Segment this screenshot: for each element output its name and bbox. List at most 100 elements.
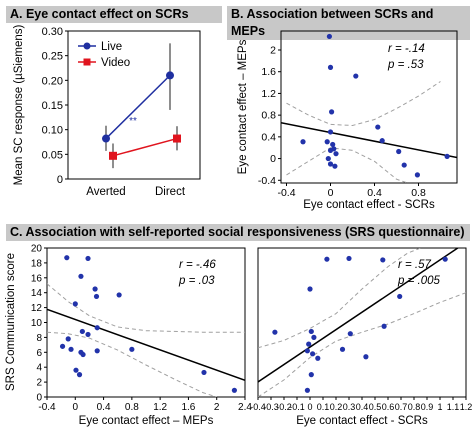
data-point-C1 <box>73 367 79 373</box>
x-tick-label-C1: 2.4 <box>238 402 252 413</box>
y-tick-label-B: -0.4 <box>258 175 276 187</box>
data-point-B <box>444 153 450 159</box>
plot-area-B <box>281 33 457 183</box>
y-tick-label-B: 0 <box>270 153 276 165</box>
data-point-C1 <box>79 328 85 335</box>
series-line-live <box>105 74 171 140</box>
marker-live <box>102 134 110 143</box>
data-point-C2 <box>310 351 316 357</box>
ci-lower-curve-C1 <box>47 331 217 397</box>
plot-area-C1 <box>47 255 245 397</box>
y-axis-label-B: Eye contact effect – MEPs <box>237 39 249 174</box>
data-point-B <box>326 33 332 40</box>
data-point-C1 <box>231 387 237 393</box>
ci-lower-curve-C2 <box>258 292 466 397</box>
x-tick-label-C2: 0.5 <box>369 402 382 412</box>
data-point-C2 <box>307 286 313 292</box>
ci-upper-curve-C2 <box>258 248 421 349</box>
data-point-C1 <box>65 336 71 342</box>
data-point-C1 <box>78 273 84 279</box>
y-tick-label-A: 0.05 <box>42 149 63 161</box>
panel-b-title: B. Association between SCRs and MEPs <box>227 6 470 40</box>
x-tick-label-C2: 0.3 <box>343 402 356 412</box>
plot-frame-A <box>67 30 201 180</box>
data-point-C2 <box>397 293 403 300</box>
data-point-C2 <box>311 334 317 340</box>
data-point-C1 <box>116 292 122 298</box>
marker-live <box>166 71 174 80</box>
x-tick-label-C2: 0.1 <box>317 402 330 412</box>
x-tick-label-C2: 0.4 <box>356 402 369 412</box>
x-axis-label-C1: Eye contact effect – MEPs <box>79 415 214 427</box>
x-category-label-A: Averted <box>86 186 125 198</box>
x-tick-label-B: -0.4 <box>277 187 295 199</box>
data-point-C2 <box>324 256 330 262</box>
y-tick-label-C1: 20 <box>31 244 43 255</box>
data-point-B <box>330 141 336 148</box>
data-point-C2 <box>315 355 321 361</box>
data-point-C1 <box>85 331 91 338</box>
data-point-B <box>327 129 334 135</box>
y-tick-label-A: 0.30 <box>42 26 63 38</box>
y-tick-label-B: 0.8 <box>261 110 276 122</box>
data-point-C1 <box>76 372 83 378</box>
legend-label-live: Live <box>101 41 122 53</box>
x-tick-label-C2: 1.2 <box>460 402 473 412</box>
regression-line-B <box>281 122 457 159</box>
y-axis-label-C: SRS Communication score <box>5 253 17 391</box>
y-tick-label-C1: 10 <box>31 318 43 329</box>
y-axis-label-A: Mean SC response (µSiemens) <box>13 25 25 186</box>
data-point-C1 <box>59 343 66 349</box>
data-point-B <box>379 138 385 144</box>
legend-label-video: Video <box>101 57 130 69</box>
stat-r-C1: r = -.46 <box>179 259 216 271</box>
ci-lower-curve-B <box>286 147 408 183</box>
ci-upper-curve-C1 <box>47 283 245 333</box>
y-tick-label-A: 0.20 <box>42 75 63 87</box>
regression-line-C1 <box>47 308 245 382</box>
panel-c-title: C. Association with self-reported social… <box>6 224 470 241</box>
y-tick-label-C1: 2 <box>36 378 42 389</box>
data-point-C1 <box>93 293 100 300</box>
x-tick-label-C2: 0.7 <box>395 402 408 412</box>
data-point-C2 <box>304 387 310 393</box>
data-point-C2 <box>308 372 314 378</box>
data-point-B <box>327 147 334 154</box>
data-point-C2 <box>306 341 312 347</box>
stat-p-B: p = .53 <box>387 59 424 71</box>
data-point-B <box>300 139 306 145</box>
data-point-B <box>333 151 339 157</box>
x-tick-label-C2: 0.8 <box>408 402 421 412</box>
stat-p-C1: p = .03 <box>178 275 215 287</box>
data-point-C1 <box>201 369 207 376</box>
legend-marker-live <box>83 42 91 50</box>
data-point-B <box>401 162 407 168</box>
legend-marker-video <box>83 58 91 66</box>
marker-video <box>173 134 181 143</box>
x-tick-label-C2: 0.9 <box>421 402 434 412</box>
x-tick-label-C2: 0 <box>307 402 312 412</box>
data-point-C2 <box>363 354 369 360</box>
data-point-C1 <box>129 346 135 352</box>
x-tick-label-C1: 0 <box>73 402 79 413</box>
x-axis-label-B: Eye contact effect - SCRs <box>303 199 435 211</box>
data-point-C1 <box>92 286 98 292</box>
stat-r-C2: r = .57 <box>398 259 432 271</box>
data-point-C2 <box>339 346 346 352</box>
y-tick-label-C1: 18 <box>31 258 43 269</box>
data-point-B <box>332 163 338 169</box>
y-tick-label-B: 0.4 <box>261 131 276 143</box>
data-point-C1 <box>94 348 100 354</box>
x-tick-label-C2: 1 <box>437 402 442 412</box>
regression-line-C2 <box>258 248 460 383</box>
plot-frame-C2 <box>257 247 467 398</box>
y-tick-label-C1: 0 <box>36 393 42 404</box>
x-axis-label-C2: Eye contact effect - SCRs <box>296 415 428 427</box>
data-point-C2 <box>347 331 353 337</box>
data-point-B <box>353 73 359 79</box>
data-point-C1 <box>64 255 70 261</box>
x-tick-label-C2: -0.1 <box>289 402 305 412</box>
data-point-C2 <box>304 348 310 354</box>
